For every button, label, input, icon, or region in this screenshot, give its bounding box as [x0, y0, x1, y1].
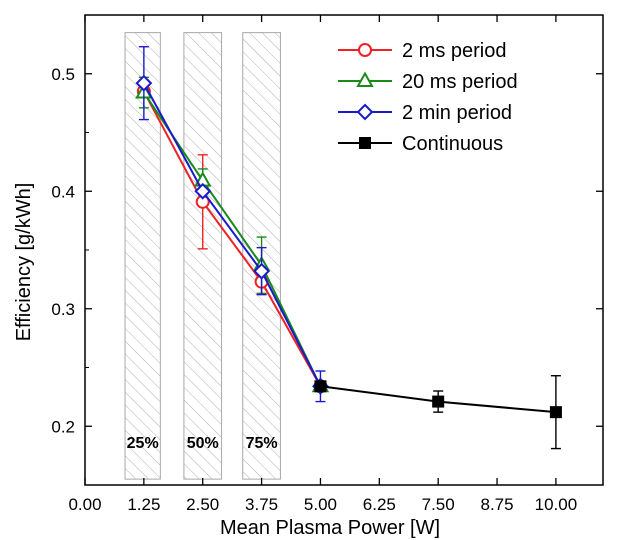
legend-label: 2 ms period	[402, 40, 507, 62]
x-tick-label: 6.25	[363, 495, 396, 514]
x-tick-label: 8.75	[480, 495, 513, 514]
series-layer	[135, 46, 562, 450]
y-tick-label: 0.3	[51, 300, 75, 319]
series-line	[143, 91, 322, 387]
legend-label: 2 min period	[402, 102, 512, 124]
data-point	[253, 262, 271, 280]
x-tick-label: 0.00	[68, 495, 101, 514]
duty-band-label: 25%	[127, 435, 159, 452]
series-line	[142, 90, 322, 387]
duty-band-label: 75%	[246, 435, 278, 452]
duty-band-label: 50%	[187, 435, 219, 452]
data-point	[549, 406, 562, 419]
y-tick-label: 0.4	[51, 182, 75, 201]
legend-label: 20 ms period	[402, 71, 518, 93]
data-point	[314, 380, 327, 393]
legend-marker	[356, 103, 374, 121]
x-tick-label: 5.00	[304, 495, 337, 514]
y-tick-label: 0.2	[51, 417, 75, 436]
legend-marker	[356, 71, 374, 87]
legend-marker	[358, 43, 372, 57]
series-continuous	[314, 375, 562, 450]
y-axis-label: Efficiency [g/kWh]	[13, 183, 35, 342]
x-tick-label: 1.25	[127, 495, 160, 514]
series-2-min-period	[135, 46, 329, 403]
x-tick-label: 2.50	[186, 495, 219, 514]
series-line	[142, 82, 322, 387]
data-point	[194, 182, 212, 200]
y-tick-label: 0.5	[51, 65, 75, 84]
axes: 0.00 1.25 2.50 3.75 5.00 6.25 7.50 8.75 10.00 0.2…	[51, 14, 604, 514]
x-tick-label: 7.50	[422, 495, 455, 514]
legend: 2 ms period 20 ms period 2 min period Conti…	[328, 30, 578, 158]
duty-band-1	[124, 32, 161, 480]
data-point	[432, 395, 445, 408]
legend-label: Continuous	[402, 133, 503, 155]
duty-band-2	[183, 32, 223, 480]
x-axis-label: Mean Plasma Power [W]	[220, 517, 440, 539]
x-tick-label: 10.00	[535, 495, 578, 514]
x-tick-label: 3.75	[245, 495, 278, 514]
series-2-ms-period	[136, 84, 328, 394]
data-point	[135, 74, 153, 92]
legend-marker	[359, 137, 371, 149]
